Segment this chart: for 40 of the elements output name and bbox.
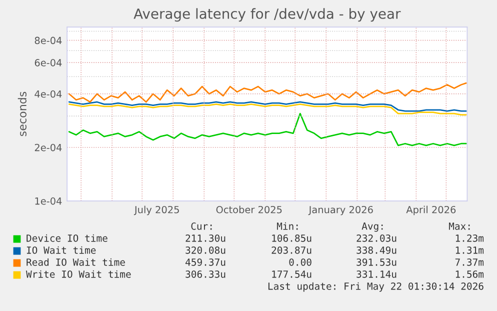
- text: Last update: Fri May 22 01:30:14 2026: [268, 282, 484, 292]
- line-series: [68, 103, 467, 116]
- x-tick-label: April 2026: [406, 206, 456, 216]
- text: 306.33u: [186, 270, 226, 278]
- text: 1.31m: [456, 246, 484, 254]
- y-tick-label: 8e-04: [34, 36, 62, 44]
- chart-title: Average latency for /dev/vda - by year: [134, 8, 401, 22]
- x-tick-label: January 2026: [308, 206, 373, 216]
- y-tick-label: 4e-04: [34, 90, 62, 98]
- line-series: [68, 101, 467, 112]
- text: 0.00: [289, 258, 312, 266]
- text: 320.08u: [186, 246, 226, 254]
- text: 338.49u: [356, 246, 396, 254]
- text: Avg:: [362, 222, 383, 232]
- text: 203.87u: [272, 246, 312, 254]
- text: Max:: [448, 222, 470, 230]
- text: 459.37u: [186, 258, 226, 266]
- text: 391.53u: [356, 258, 396, 266]
- line-series: [68, 82, 467, 103]
- text: 1.56m: [456, 270, 484, 278]
- y-tick-label: 1e-04: [35, 197, 62, 205]
- text: 211.30u: [186, 234, 226, 242]
- legend-label: IO Wait time: [26, 246, 96, 254]
- legend-label: Device IO time: [26, 234, 108, 242]
- legend-label: Write IO Wait time: [26, 270, 131, 278]
- text: 106.85u: [272, 234, 312, 242]
- y-tick-label: 6e-04: [34, 59, 62, 66]
- text: 331.14u: [356, 270, 396, 278]
- text: Min:: [276, 222, 298, 230]
- line-series: [68, 112, 467, 146]
- x-tick-label: July 2025: [134, 206, 179, 216]
- text: 7.37m: [455, 258, 484, 266]
- legend-label: Read IO Wait time: [26, 258, 125, 266]
- text: 1.23m: [456, 234, 484, 242]
- text: Cur:: [191, 222, 212, 230]
- text: 232.03u: [356, 234, 396, 242]
- x-tick-label: October 2025: [216, 206, 282, 214]
- y-tick-label: 2e-04: [34, 144, 62, 152]
- y-axis-title: seconds: [18, 92, 26, 136]
- text: 177.54u: [272, 270, 312, 278]
